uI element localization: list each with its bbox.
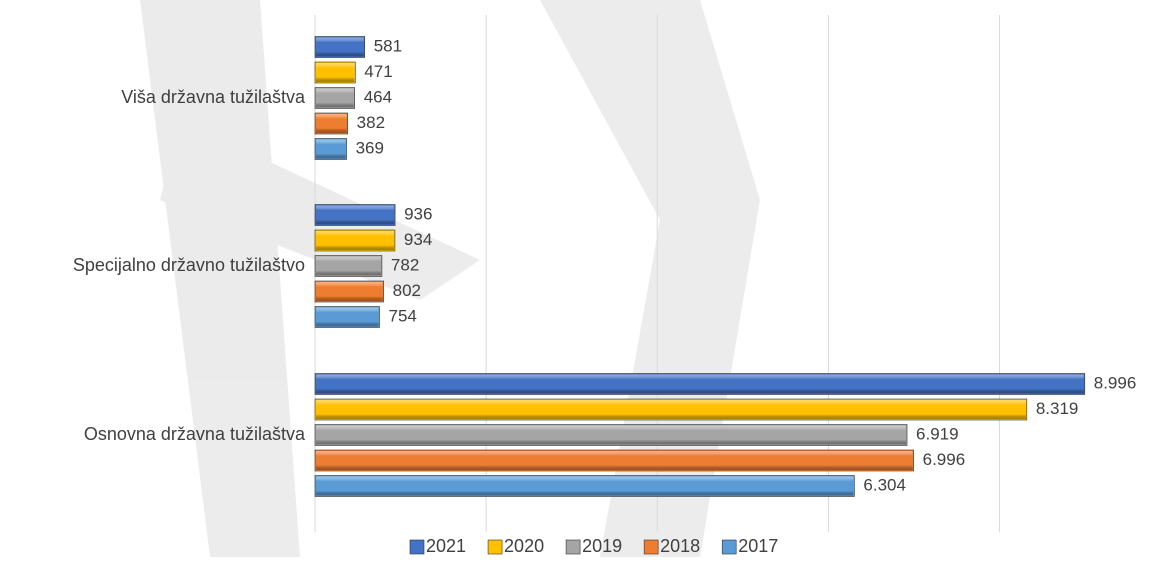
bar-bevel	[316, 256, 381, 276]
legend-label: 2019	[582, 536, 622, 556]
bar-bevel	[316, 114, 347, 133]
bar-bevel	[316, 139, 346, 159]
value-label: 6.919	[916, 424, 959, 443]
value-label: 464	[364, 87, 392, 106]
bar-bevel	[316, 282, 383, 301]
bar-bevel	[316, 307, 379, 327]
legend-label: 2020	[504, 536, 544, 556]
value-label: 471	[364, 62, 392, 81]
bar-bevel	[316, 231, 394, 250]
bar-bevel	[316, 400, 1026, 419]
bar-bevel	[316, 476, 854, 496]
legend-swatch	[487, 539, 503, 555]
bar-bevel	[316, 425, 907, 445]
legend-label: 2021	[426, 536, 466, 556]
value-label: 782	[391, 255, 419, 274]
bar-bevel	[316, 63, 355, 82]
category-label: Viša državna tužilaštva	[121, 87, 306, 107]
value-label: 8.319	[1036, 399, 1079, 418]
value-label: 802	[393, 281, 421, 300]
legend-label: 2017	[738, 536, 778, 556]
bar-bevel	[316, 205, 395, 225]
value-label: 936	[404, 204, 432, 223]
value-label: 581	[374, 36, 402, 55]
bar-bevel	[316, 374, 1084, 394]
value-label: 934	[404, 230, 432, 249]
legend-swatch	[643, 539, 659, 555]
value-label: 382	[357, 113, 385, 132]
value-label: 369	[356, 138, 384, 157]
legend-swatch	[721, 539, 737, 555]
category-label: Osnovna državna tužilaštva	[84, 424, 306, 444]
value-label: 6.304	[863, 475, 906, 494]
value-label: 6.996	[923, 450, 966, 469]
watermark	[140, 0, 760, 557]
bar-bevel	[316, 451, 913, 470]
value-label: 754	[389, 306, 417, 325]
legend-label: 2018	[660, 536, 700, 556]
value-label: 8.996	[1094, 373, 1137, 392]
legend-swatch	[565, 539, 581, 555]
category-label: Specijalno državno tužilaštvo	[73, 255, 305, 275]
legend-swatch	[409, 539, 425, 555]
bar-bevel	[316, 88, 354, 108]
bar-bevel	[316, 37, 364, 57]
